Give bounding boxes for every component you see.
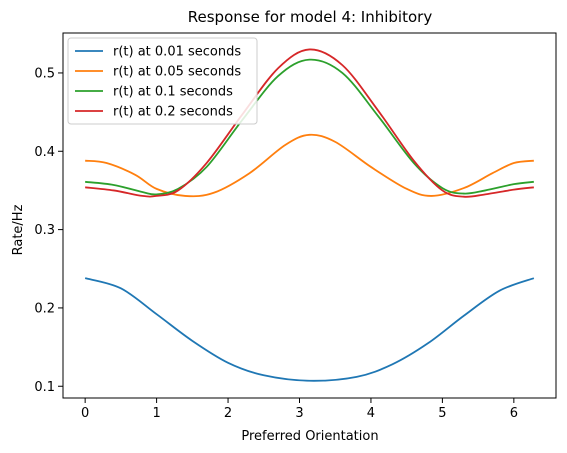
x-tick-label: 3 — [295, 406, 303, 421]
legend-box — [67, 37, 258, 125]
x-tick-label: 2 — [224, 406, 232, 421]
series-line-2 — [85, 133, 534, 198]
y-axis: 0.1 0.2 0.3 0.4 0.5 — [34, 66, 63, 395]
legend-entry: r(t) at 0.2 seconds — [113, 105, 233, 120]
series-line-4 — [85, 48, 534, 198]
legend-entry: r(t) at 0.1 seconds — [113, 85, 233, 100]
series-line-1 — [84, 277, 535, 382]
y-axis-label: Rate/Hz — [11, 204, 26, 255]
axes-frame — [62, 32, 557, 399]
x-tick-label: 1 — [152, 406, 160, 421]
x-axis-label: Preferred Orientation — [241, 429, 378, 444]
series-layer — [84, 48, 535, 382]
x-tick-label: 4 — [367, 406, 375, 421]
series-line-3 — [85, 58, 534, 196]
x-axis: 0 1 2 3 4 5 6 — [81, 398, 518, 421]
y-tick-label: 0.4 — [34, 145, 55, 160]
x-tick-label: 6 — [510, 406, 518, 421]
legend: r(t) at 0.01 seconds r(t) at 0.05 seconds… — [67, 37, 258, 125]
y-tick-label: 0.2 — [34, 301, 55, 316]
y-tick-label: 0.3 — [34, 223, 55, 238]
y-tick-label: 0.5 — [34, 66, 55, 81]
legend-entry: r(t) at 0.05 seconds — [113, 65, 241, 80]
x-tick-label: 5 — [438, 406, 446, 421]
chart-title: Response for model 4: Inhibitory — [188, 8, 433, 26]
x-tick-label: 0 — [81, 406, 89, 421]
y-tick-label: 0.1 — [34, 380, 55, 395]
legend-entry: r(t) at 0.01 seconds — [113, 45, 241, 60]
